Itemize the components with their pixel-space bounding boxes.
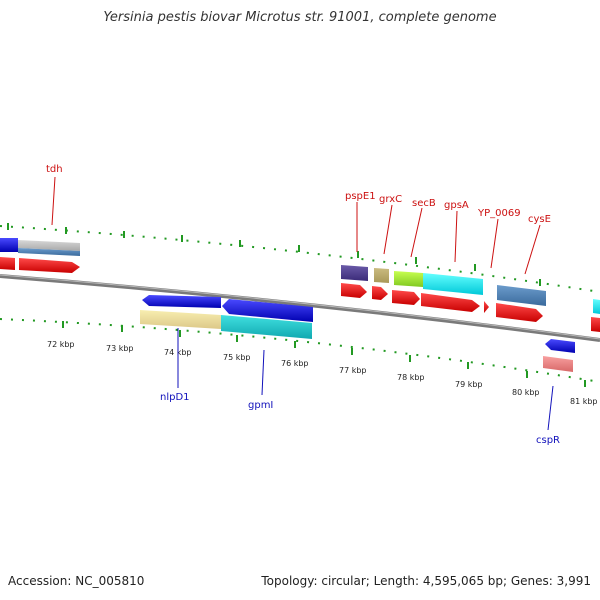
gene-arrow-grxC[interactable] bbox=[372, 286, 388, 300]
gene-arrow-gpmI[interactable] bbox=[222, 299, 313, 322]
reverse-gene-labels: nlpD1 gpmI cspR bbox=[160, 392, 560, 446]
forward-gene-labels: tdh pspE1 grxC secB gpsA YP_0069 cysE bbox=[46, 164, 551, 225]
gene-arrow-edge[interactable] bbox=[591, 317, 600, 332]
gene-label-cysE[interactable]: cysE bbox=[528, 214, 551, 225]
gene-label-secB[interactable]: secB bbox=[412, 198, 436, 209]
right-cluster-features bbox=[341, 265, 575, 372]
gene-block-tdh-cds[interactable] bbox=[18, 248, 80, 256]
gene-arrow-nlpD1[interactable] bbox=[142, 295, 221, 308]
gene-arrow-secB[interactable] bbox=[392, 290, 420, 305]
gene-label-grxC[interactable]: grxC bbox=[379, 194, 402, 205]
forward-leader-lines bbox=[51, 176, 541, 275]
gene-label-cspR[interactable]: cspR bbox=[536, 435, 560, 446]
gene-block-gpmI[interactable] bbox=[221, 315, 312, 339]
outer-tick-track bbox=[0, 223, 600, 293]
tick-label-73: 73 kbp bbox=[106, 344, 134, 353]
reverse-leader-lines bbox=[177, 328, 554, 431]
gene-block-nlpD1[interactable] bbox=[140, 310, 221, 329]
gene-arrow-gpsA[interactable] bbox=[421, 293, 480, 312]
gene-arrow-cysE[interactable] bbox=[496, 303, 543, 322]
gene-label-gpmI[interactable]: gpmI bbox=[248, 400, 273, 411]
gene-block-secB[interactable] bbox=[394, 271, 423, 287]
tick-label-72: 72 kbp bbox=[47, 340, 75, 349]
inner-tick-track bbox=[0, 318, 600, 387]
gene-block-grxC[interactable] bbox=[374, 268, 389, 283]
gene-arrow-forward[interactable] bbox=[19, 258, 80, 273]
tick-label-75: 75 kbp bbox=[223, 353, 251, 362]
gene-block-cspR[interactable] bbox=[543, 356, 573, 372]
nlpD1-gpmI-features bbox=[140, 295, 313, 339]
gene-block-edge[interactable] bbox=[593, 299, 600, 314]
gene-block-YP_0069[interactable] bbox=[497, 285, 546, 306]
gene-label-pspE1[interactable]: pspE1 bbox=[345, 191, 376, 202]
right-edge-features bbox=[591, 299, 600, 332]
gene-label-tdh[interactable]: tdh bbox=[46, 164, 63, 175]
tick-label-76: 76 kbp bbox=[281, 359, 309, 368]
gene-arrow-cspR[interactable] bbox=[545, 339, 575, 353]
genome-backbone bbox=[0, 274, 600, 342]
gene-label-YP_0069[interactable]: YP_0069 bbox=[477, 208, 521, 219]
gene-block-pspE1[interactable] bbox=[341, 265, 368, 281]
tick-label-79: 79 kbp bbox=[455, 380, 483, 389]
gene-block-tdh[interactable] bbox=[18, 240, 80, 251]
kbp-tick-labels: 72 kbp 73 kbp 74 kbp 75 kbp 76 kbp 77 kb… bbox=[47, 340, 598, 406]
gene-label-nlpD1[interactable]: nlpD1 bbox=[160, 392, 190, 403]
tick-label-81: 81 kbp bbox=[570, 397, 598, 406]
gene-arrow-forward[interactable] bbox=[0, 257, 15, 270]
tick-label-80: 80 kbp bbox=[512, 388, 540, 397]
genome-stats-label: Topology: circular; Length: 4,595,065 bp… bbox=[261, 574, 591, 588]
left-edge-features bbox=[0, 238, 80, 273]
accession-label: Accession: NC_005810 bbox=[8, 574, 145, 588]
tick-label-78: 78 kbp bbox=[397, 373, 425, 382]
gene-arrow-pspE1[interactable] bbox=[341, 283, 367, 298]
tick-label-77: 77 kbp bbox=[339, 366, 367, 375]
gene-label-gpsA[interactable]: gpsA bbox=[444, 200, 469, 211]
gene-arrow-reverse[interactable] bbox=[0, 238, 18, 252]
gene-arrow-small[interactable] bbox=[484, 301, 489, 313]
map-title: Yersinia pestis biovar Microtus str. 910… bbox=[103, 10, 497, 25]
gene-block-gpsA[interactable] bbox=[423, 273, 483, 295]
